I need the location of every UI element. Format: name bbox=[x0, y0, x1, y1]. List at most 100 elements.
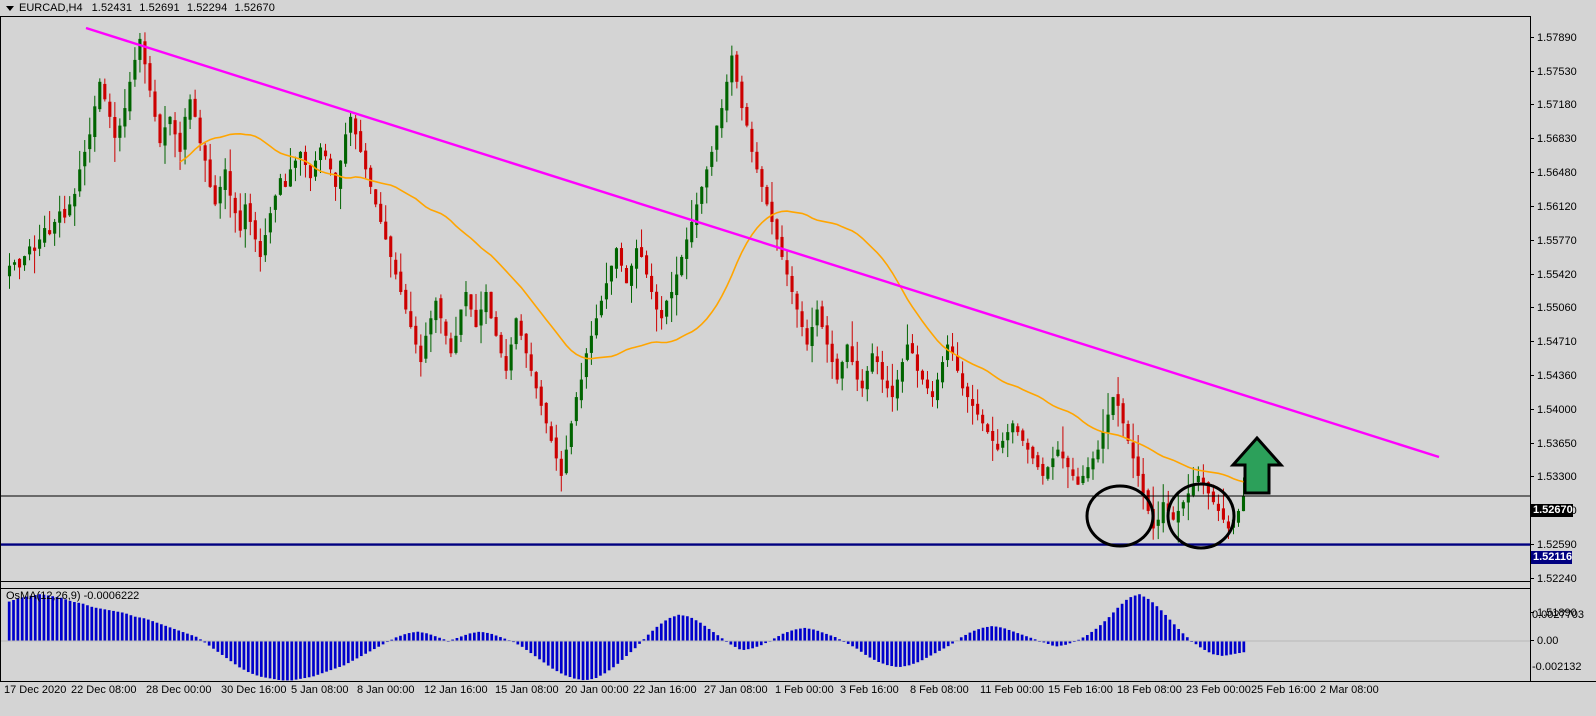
candle-body bbox=[178, 132, 182, 152]
osma-bar bbox=[277, 640, 281, 680]
osma-bar bbox=[490, 633, 494, 641]
osma-bar bbox=[225, 640, 228, 659]
price-axis[interactable]: 1.57890 1.57530 1.57180 1.56830 1.56480 1.561… bbox=[1531, 16, 1596, 681]
candle-body bbox=[258, 241, 262, 257]
osma-bar bbox=[186, 633, 189, 641]
osma-bar bbox=[29, 595, 33, 641]
osma-bar bbox=[542, 640, 546, 663]
candle-body bbox=[574, 397, 578, 422]
osma-indicator-pane[interactable] bbox=[1, 589, 1530, 681]
chart-menu-triangle-down-icon[interactable] bbox=[6, 5, 14, 11]
osma-bar bbox=[1168, 619, 1172, 641]
candle-body bbox=[439, 298, 443, 319]
candle-body bbox=[805, 328, 809, 345]
candle-body bbox=[695, 204, 699, 226]
candle-body bbox=[484, 291, 488, 313]
price-axis-tick-label: 1.57890 bbox=[1537, 32, 1577, 44]
price-axis-tick: 1.57890 bbox=[1531, 32, 1577, 45]
osma-bar bbox=[1055, 640, 1059, 647]
osma-bar bbox=[346, 640, 350, 664]
candle-body bbox=[203, 145, 207, 161]
candle-body bbox=[690, 221, 694, 243]
candle-body bbox=[454, 335, 458, 353]
osma-bar bbox=[81, 603, 85, 641]
candle-body bbox=[930, 391, 935, 398]
candle-body bbox=[1201, 477, 1205, 485]
osma-bar bbox=[651, 630, 654, 641]
candle-body bbox=[935, 379, 940, 401]
time-axis-tick-label: 23 Feb 00:00 bbox=[1186, 684, 1251, 696]
osma-bar bbox=[1138, 594, 1141, 641]
tick-mark-icon bbox=[1531, 476, 1534, 478]
candle-body bbox=[429, 318, 433, 335]
candle-body bbox=[971, 399, 975, 406]
candle-body bbox=[1141, 473, 1145, 494]
osma-bar bbox=[1077, 639, 1080, 641]
candle-body bbox=[108, 101, 112, 117]
price-axis-tick: 1.54710 bbox=[1531, 336, 1577, 349]
candle-body bbox=[1056, 449, 1060, 456]
osma-bar bbox=[551, 640, 554, 669]
candle-body bbox=[966, 386, 970, 398]
osma-bar bbox=[612, 640, 615, 668]
osma-bar bbox=[807, 628, 811, 641]
candle-body bbox=[740, 81, 744, 109]
highlight-ellipse-1[interactable] bbox=[1085, 484, 1155, 548]
osma-bar bbox=[599, 640, 602, 676]
candle-body bbox=[43, 228, 47, 243]
osma-bar bbox=[629, 640, 633, 653]
candle-body bbox=[88, 134, 92, 150]
osma-bar bbox=[1012, 631, 1015, 641]
candle-body bbox=[1096, 449, 1100, 460]
osma-bar bbox=[1151, 602, 1154, 641]
bullish-up-arrow-icon[interactable] bbox=[1229, 435, 1285, 495]
candle-body bbox=[1216, 503, 1220, 511]
osma-bar bbox=[942, 640, 946, 649]
osma-bar bbox=[794, 629, 798, 641]
candle-body bbox=[98, 81, 102, 110]
osma-bar bbox=[103, 609, 107, 641]
osma-bar bbox=[838, 639, 841, 641]
candle-body bbox=[344, 134, 348, 164]
candle-body bbox=[639, 247, 644, 257]
osma-bar bbox=[42, 594, 46, 641]
osma-bar bbox=[1103, 621, 1107, 641]
price-chart-pane[interactable] bbox=[1, 17, 1530, 581]
candle-body bbox=[825, 325, 829, 345]
osma-bar bbox=[312, 640, 315, 677]
time-axis[interactable]: 17 Dec 2020 22 Dec 08:00 28 Dec 00:00 30 De… bbox=[0, 682, 1596, 716]
candle-body bbox=[28, 246, 32, 255]
osma-bar bbox=[273, 640, 276, 680]
candle-body bbox=[870, 353, 874, 372]
osma-bar bbox=[881, 640, 885, 664]
candle-body bbox=[504, 356, 508, 371]
ohlc-high: 1.52691 bbox=[139, 2, 180, 14]
candle-body bbox=[599, 300, 603, 316]
indicator-pane-top-border bbox=[0, 588, 1530, 589]
indicator-axis-tick-label: -0.002132 bbox=[1532, 661, 1582, 673]
candlestick-canvas bbox=[1, 26, 1530, 550]
osma-bar bbox=[464, 634, 467, 641]
osma-bar bbox=[733, 640, 737, 647]
candle-body bbox=[1071, 469, 1075, 476]
descending-resistance-trendline[interactable] bbox=[85, 26, 1440, 459]
candle-body bbox=[349, 116, 353, 133]
osma-bar bbox=[455, 638, 459, 641]
osma-bar bbox=[877, 640, 880, 662]
highlight-ellipse-2[interactable] bbox=[1166, 482, 1236, 550]
candle-body bbox=[424, 335, 428, 359]
indicator-axis-tick: 0.0027703 bbox=[1532, 609, 1584, 622]
candle-body bbox=[604, 283, 608, 300]
osma-bar bbox=[946, 640, 950, 647]
osma-bar bbox=[994, 626, 998, 641]
candle-body bbox=[1236, 510, 1241, 523]
osma-bar bbox=[190, 635, 194, 641]
osma-bar bbox=[425, 633, 428, 641]
osma-bar bbox=[33, 595, 37, 641]
osma-bar bbox=[690, 617, 694, 641]
candle-body bbox=[83, 151, 87, 167]
candle-body bbox=[745, 106, 749, 126]
osma-bar bbox=[1051, 640, 1054, 646]
osma-bar bbox=[742, 640, 746, 650]
osma-bar bbox=[7, 601, 11, 641]
